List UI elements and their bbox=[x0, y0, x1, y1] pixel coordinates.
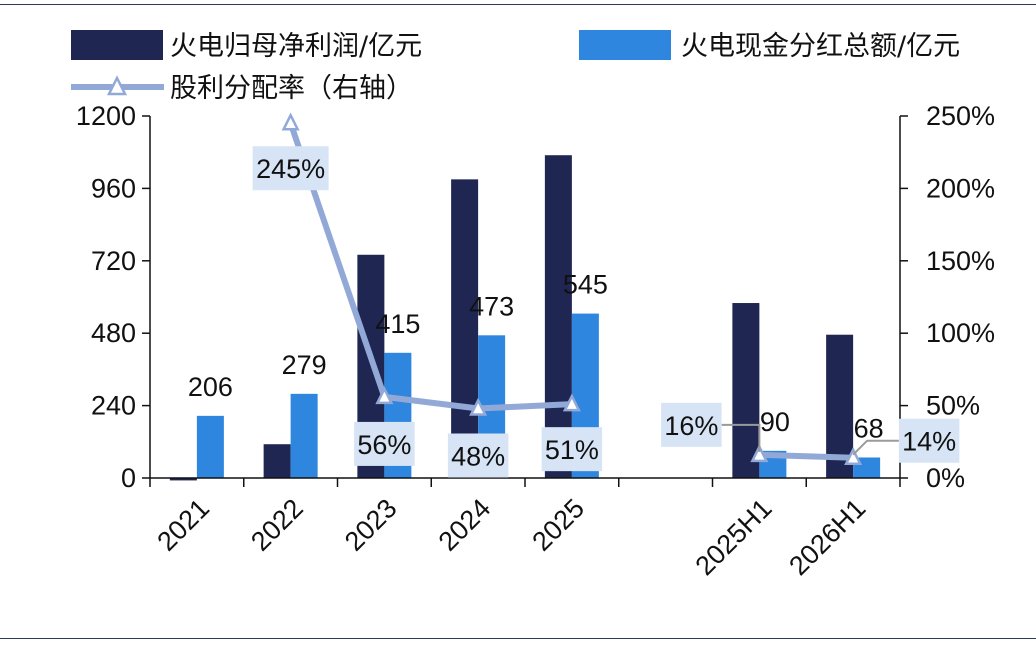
x-tick-2021: 2021 bbox=[151, 493, 215, 557]
payout-line-segment-1 bbox=[287, 122, 573, 412]
x-tick-2023: 2023 bbox=[339, 493, 403, 557]
payout-marker-2023 bbox=[375, 386, 394, 405]
payout-marker-2022 bbox=[281, 112, 300, 131]
legend-swatch-dividend bbox=[579, 30, 671, 60]
y-left-tick-240: 240 bbox=[91, 391, 136, 421]
y-left-tick-720: 720 bbox=[91, 246, 136, 276]
bar-dividend-2022 bbox=[290, 393, 318, 478]
payout-label-box-2022 bbox=[252, 146, 329, 191]
bar-profit-2021 bbox=[169, 478, 197, 481]
payout-label-box-2026H1 bbox=[898, 418, 960, 463]
y-right-tick-0%: 0% bbox=[926, 463, 965, 493]
x-tick-2025: 2025 bbox=[526, 493, 590, 557]
dividend-label-2025H1: 90 bbox=[760, 407, 790, 437]
payout-marker-2024 bbox=[469, 397, 488, 416]
x-tick-2022: 2022 bbox=[245, 493, 309, 557]
bar-dividend-2021 bbox=[196, 415, 224, 478]
legend-label-payout: 股利分配率（右轴） bbox=[170, 73, 413, 104]
bar-profit-2024 bbox=[451, 179, 479, 478]
payout-marker-2026H1 bbox=[844, 446, 863, 465]
bar-profit-2025 bbox=[544, 155, 572, 478]
payout-label-2025: 51% bbox=[545, 435, 599, 465]
payout-label-box-2023 bbox=[354, 421, 415, 466]
y-left-tick-960: 960 bbox=[91, 173, 136, 203]
y-right-tick-150%: 150% bbox=[926, 246, 995, 276]
dividend-label-2024: 473 bbox=[469, 291, 514, 321]
payout-label-2024: 48% bbox=[451, 441, 505, 471]
payout-label-box-2024 bbox=[447, 433, 509, 478]
x-tick-2025H1: 2025H1 bbox=[690, 493, 778, 581]
payout-leader-2025H1 bbox=[721, 423, 761, 452]
y-right-tick-250%: 250% bbox=[926, 101, 995, 131]
legend-label-dividend: 火电现金分红总额/亿元 bbox=[681, 31, 960, 62]
payout-label-box-2025H1 bbox=[661, 402, 722, 447]
payout-label-box-2025 bbox=[541, 427, 603, 472]
payout-label-2023: 56% bbox=[357, 430, 411, 460]
payout-marker-2025H1 bbox=[750, 444, 769, 463]
y-right-tick-200%: 200% bbox=[926, 173, 995, 203]
x-tick-2026H1: 2026H1 bbox=[783, 493, 871, 581]
payout-label-2025H1: 16% bbox=[664, 411, 718, 441]
payout-line-segment-2 bbox=[759, 451, 854, 461]
y-right-tick-100%: 100% bbox=[926, 318, 995, 348]
y-left-tick-0: 0 bbox=[121, 463, 136, 493]
bar-profit-2022 bbox=[263, 444, 291, 478]
dividend-label-2022: 279 bbox=[282, 350, 327, 380]
x-tick-2024: 2024 bbox=[433, 493, 497, 557]
dividend-label-2026H1: 68 bbox=[854, 413, 884, 443]
y-right-tick-50%: 50% bbox=[926, 391, 980, 421]
bottom-rule bbox=[0, 638, 1036, 639]
y-left-tick-1200: 1200 bbox=[76, 101, 136, 131]
bar-profit-2025H1 bbox=[732, 303, 760, 478]
payout-leader-2026H1 bbox=[852, 439, 899, 456]
dividend-label-2025: 545 bbox=[563, 270, 608, 300]
y-left-tick-480: 480 bbox=[91, 318, 136, 348]
payout-label-2022: 245% bbox=[256, 154, 325, 184]
payout-label-2026H1: 14% bbox=[902, 427, 956, 457]
dividend-label-2023: 415 bbox=[375, 309, 420, 339]
top-rule bbox=[0, 4, 1036, 5]
legend-swatch-payout-marker bbox=[106, 75, 128, 96]
dividend-label-2021: 206 bbox=[188, 372, 233, 402]
legend-label-profit: 火电归母净利润/亿元 bbox=[170, 31, 422, 62]
payout-marker-2025 bbox=[562, 393, 581, 412]
legend-swatch-profit bbox=[71, 30, 163, 60]
